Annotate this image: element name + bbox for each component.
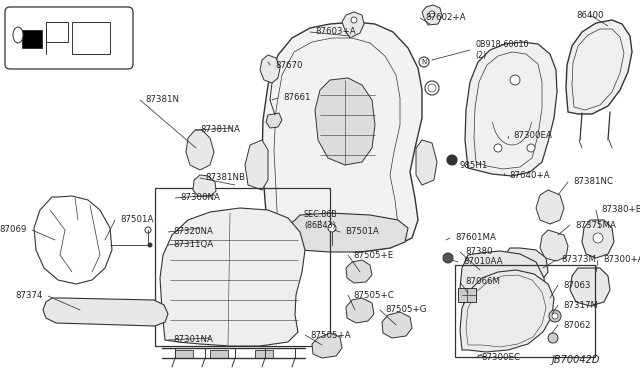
Polygon shape xyxy=(422,5,442,25)
Ellipse shape xyxy=(13,27,23,43)
Polygon shape xyxy=(193,175,216,197)
Polygon shape xyxy=(570,268,610,306)
Bar xyxy=(22,30,42,48)
Circle shape xyxy=(527,144,535,152)
Text: 87380+B: 87380+B xyxy=(601,205,640,215)
Polygon shape xyxy=(186,130,214,170)
Text: 87375MA: 87375MA xyxy=(575,221,616,230)
Polygon shape xyxy=(266,113,282,128)
Bar xyxy=(255,350,273,358)
Text: 87505+C: 87505+C xyxy=(353,291,394,299)
Text: 87317M: 87317M xyxy=(563,301,598,310)
Polygon shape xyxy=(43,298,168,326)
Polygon shape xyxy=(346,260,372,283)
Polygon shape xyxy=(262,22,422,252)
Text: 87640+A: 87640+A xyxy=(509,170,550,180)
Bar xyxy=(175,350,193,358)
Bar xyxy=(72,22,110,54)
Text: 87602+A: 87602+A xyxy=(425,13,466,22)
Bar xyxy=(22,30,42,48)
Text: B7501A: B7501A xyxy=(345,228,379,237)
Polygon shape xyxy=(342,12,364,38)
Polygon shape xyxy=(160,208,305,346)
Text: 87381NC: 87381NC xyxy=(573,177,613,186)
Text: 87320NA: 87320NA xyxy=(173,228,213,237)
FancyBboxPatch shape xyxy=(5,7,133,69)
Text: SEC.86B
(86B43): SEC.86B (86B43) xyxy=(303,210,337,230)
Text: 985H1: 985H1 xyxy=(460,160,488,170)
Polygon shape xyxy=(315,78,375,165)
Circle shape xyxy=(548,333,558,343)
Bar xyxy=(155,188,330,346)
Text: 87661: 87661 xyxy=(283,93,310,103)
Circle shape xyxy=(351,17,357,23)
Circle shape xyxy=(429,11,435,17)
Polygon shape xyxy=(285,213,408,252)
Text: 87381N: 87381N xyxy=(145,96,179,105)
Circle shape xyxy=(494,144,502,152)
Circle shape xyxy=(510,75,520,85)
Text: 87505+A: 87505+A xyxy=(310,330,351,340)
Circle shape xyxy=(549,310,561,322)
Polygon shape xyxy=(536,190,564,224)
Polygon shape xyxy=(504,248,548,286)
Bar xyxy=(46,22,68,42)
Circle shape xyxy=(447,155,457,165)
Text: 87063: 87063 xyxy=(563,280,591,289)
Circle shape xyxy=(593,233,603,243)
Circle shape xyxy=(145,227,151,233)
Polygon shape xyxy=(382,312,412,338)
Text: 87010AA: 87010AA xyxy=(463,257,502,266)
Polygon shape xyxy=(540,230,568,261)
Circle shape xyxy=(425,81,439,95)
Text: 87069: 87069 xyxy=(0,225,27,234)
Text: 87603+A: 87603+A xyxy=(315,28,356,36)
Text: 87300EC: 87300EC xyxy=(481,353,520,362)
Polygon shape xyxy=(416,140,437,185)
Bar xyxy=(210,350,228,358)
Polygon shape xyxy=(460,251,546,326)
Circle shape xyxy=(443,253,453,263)
Text: 87381NB: 87381NB xyxy=(205,173,245,183)
Bar xyxy=(458,288,476,302)
Polygon shape xyxy=(346,298,374,323)
Polygon shape xyxy=(245,140,268,190)
Circle shape xyxy=(552,313,558,319)
Text: JB70042D: JB70042D xyxy=(552,355,600,365)
Text: 87374: 87374 xyxy=(15,292,43,301)
Text: 87300+A: 87300+A xyxy=(603,256,640,264)
Text: 0B918-60610
(2): 0B918-60610 (2) xyxy=(475,40,529,60)
Polygon shape xyxy=(260,55,280,83)
Circle shape xyxy=(428,84,436,92)
Circle shape xyxy=(328,224,336,232)
Polygon shape xyxy=(312,333,342,358)
Text: 87300NA: 87300NA xyxy=(180,193,220,202)
Polygon shape xyxy=(582,220,614,258)
Polygon shape xyxy=(465,42,557,176)
Text: 87381NA: 87381NA xyxy=(200,125,240,135)
Text: 87601MA: 87601MA xyxy=(455,234,496,243)
Text: 86400: 86400 xyxy=(576,10,604,19)
Circle shape xyxy=(419,57,429,67)
Text: 87301NA: 87301NA xyxy=(173,336,213,344)
Text: 87505+G: 87505+G xyxy=(385,305,426,314)
Circle shape xyxy=(147,243,152,247)
Text: 87311QA: 87311QA xyxy=(173,241,213,250)
Text: 87380: 87380 xyxy=(465,247,493,257)
Text: 87066M: 87066M xyxy=(465,278,500,286)
Text: N: N xyxy=(421,59,427,65)
Polygon shape xyxy=(566,20,632,114)
Bar xyxy=(455,265,595,357)
Text: 87373M: 87373M xyxy=(561,256,596,264)
Text: 87300EA: 87300EA xyxy=(513,131,552,141)
Text: 87062: 87062 xyxy=(563,321,591,330)
Text: 87505+E: 87505+E xyxy=(353,250,393,260)
Text: 87501A: 87501A xyxy=(120,215,154,224)
Polygon shape xyxy=(460,270,554,352)
Text: 87670: 87670 xyxy=(275,61,303,70)
